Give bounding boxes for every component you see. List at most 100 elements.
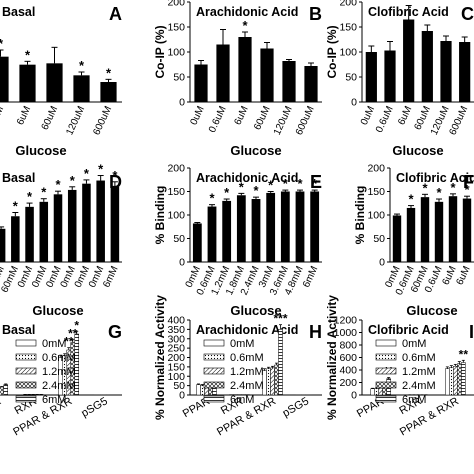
- bar: [0, 386, 4, 396]
- bar: [420, 197, 430, 262]
- bar: [459, 42, 471, 102]
- y-tick-label: 0: [179, 97, 185, 109]
- y-axis-label: % Normalized Activity: [325, 295, 339, 420]
- significance-star: *: [450, 180, 456, 195]
- legend-label: 6mM: [42, 394, 66, 406]
- significance-star: *: [27, 189, 33, 204]
- y-tick-label: 300: [167, 333, 185, 345]
- y-tick-label: 100: [167, 47, 185, 59]
- panel-letter: I: [469, 322, 474, 342]
- bar: [378, 387, 383, 396]
- y-tick-label: 150: [339, 22, 357, 34]
- bar: [0, 228, 6, 262]
- x-axis-label: Glucose: [32, 303, 83, 318]
- y-tick-label: 0: [379, 257, 385, 269]
- panel-letter: F: [463, 172, 474, 192]
- legend-label: 0.6mM: [402, 352, 436, 364]
- bar: [192, 223, 202, 262]
- x-tick-label: 0.6uM: [0, 105, 6, 135]
- y-tick-label: 200: [339, 377, 357, 389]
- legend-swatch: [15, 353, 37, 361]
- y-axis-label: Co-IP (%): [153, 25, 167, 78]
- bar: [274, 364, 279, 396]
- x-axis-label: Glucose: [230, 303, 281, 318]
- y-axis-label: % Binding: [353, 186, 367, 245]
- x-tick-label: 0uM: [359, 105, 377, 127]
- y-tick-label: 200: [167, 0, 185, 9]
- x-tick-label: 0.6uM: [207, 105, 229, 135]
- panel-letter: G: [108, 322, 122, 342]
- significance-star: *: [408, 192, 414, 207]
- bar: [222, 200, 232, 262]
- chart-title: Clofibric Acid: [396, 171, 474, 185]
- significance-star: *: [55, 177, 61, 192]
- y-tick-label: 200: [167, 352, 185, 364]
- x-tick-label: 6uM: [15, 105, 33, 127]
- legend: 0mM 0.6mM 1.2mM 2.4mM 6mM: [15, 338, 76, 406]
- y-tick-label: 0: [351, 97, 357, 109]
- legend-swatch: [375, 339, 397, 347]
- legend-label: 1.2mM: [402, 366, 436, 378]
- bar: [453, 366, 458, 396]
- bar: [449, 367, 454, 396]
- significance-star: *: [297, 176, 303, 191]
- x-tick-label: 6mM: [301, 265, 320, 290]
- y-tick-label: 0: [179, 257, 185, 269]
- y-tick-label: 400: [339, 365, 357, 377]
- significance-star: *: [98, 162, 104, 177]
- y-tick-label: 150: [367, 186, 385, 198]
- significance-star: **: [459, 347, 469, 361]
- x-tick-label: pSG5: [281, 395, 311, 419]
- x-tick-label: 0.6uM: [374, 105, 396, 135]
- legend-swatch: [203, 353, 225, 361]
- x-tick-label: 6uM: [455, 265, 473, 287]
- y-tick-label: 0: [179, 390, 185, 402]
- bar: [384, 50, 396, 102]
- bar: [110, 186, 120, 262]
- bar: [280, 191, 290, 262]
- y-tick-label: 150: [167, 22, 185, 34]
- legend-swatch: [15, 367, 37, 375]
- x-tick-label: 120uM: [272, 105, 295, 137]
- y-tick-label: 150: [167, 186, 185, 198]
- y-tick-label: 100: [167, 210, 185, 222]
- panel-a: Basal A * 0.6uM * 6uM 60uM * 120uM * 600uM Glucose: [0, 4, 122, 158]
- y-tick-label: 50: [373, 233, 385, 245]
- legend-swatch: [15, 395, 37, 403]
- bar: [370, 388, 375, 396]
- significance-star: *: [74, 318, 79, 332]
- significance-star: *: [0, 36, 4, 51]
- y-tick-label: 1000: [334, 327, 358, 339]
- bar: [406, 207, 416, 262]
- bar: [457, 363, 462, 396]
- bar: [100, 82, 117, 102]
- significance-star: *: [13, 198, 19, 213]
- significance-star: *: [268, 178, 274, 193]
- bar: [421, 31, 433, 102]
- x-tick-label: 60uM: [252, 105, 273, 132]
- significance-star: *: [283, 176, 289, 191]
- y-axis-label: % Normalized Activity: [153, 295, 167, 420]
- legend-label: 0mM: [402, 338, 426, 350]
- bar: [461, 362, 466, 396]
- x-tick-label: 60uM: [40, 105, 61, 132]
- bar: [282, 61, 296, 102]
- legend-swatch: [375, 367, 397, 375]
- bar: [278, 329, 283, 396]
- x-axis-label: Glucose: [392, 143, 443, 158]
- legend-label: 0mM: [42, 338, 66, 350]
- bar: [310, 191, 320, 262]
- chart-title: Basal: [2, 323, 35, 337]
- chart-title: Basal: [2, 5, 35, 19]
- y-tick-label: 1200: [334, 315, 358, 327]
- legend-label: 1.2mM: [230, 366, 264, 378]
- significance-star: *: [41, 185, 47, 200]
- legend-swatch: [375, 381, 397, 389]
- bar: [434, 201, 444, 262]
- y-tick-label: 50: [173, 380, 185, 392]
- significance-star: **: [64, 335, 74, 349]
- bar: [11, 216, 20, 262]
- panel-letter: E: [310, 172, 322, 192]
